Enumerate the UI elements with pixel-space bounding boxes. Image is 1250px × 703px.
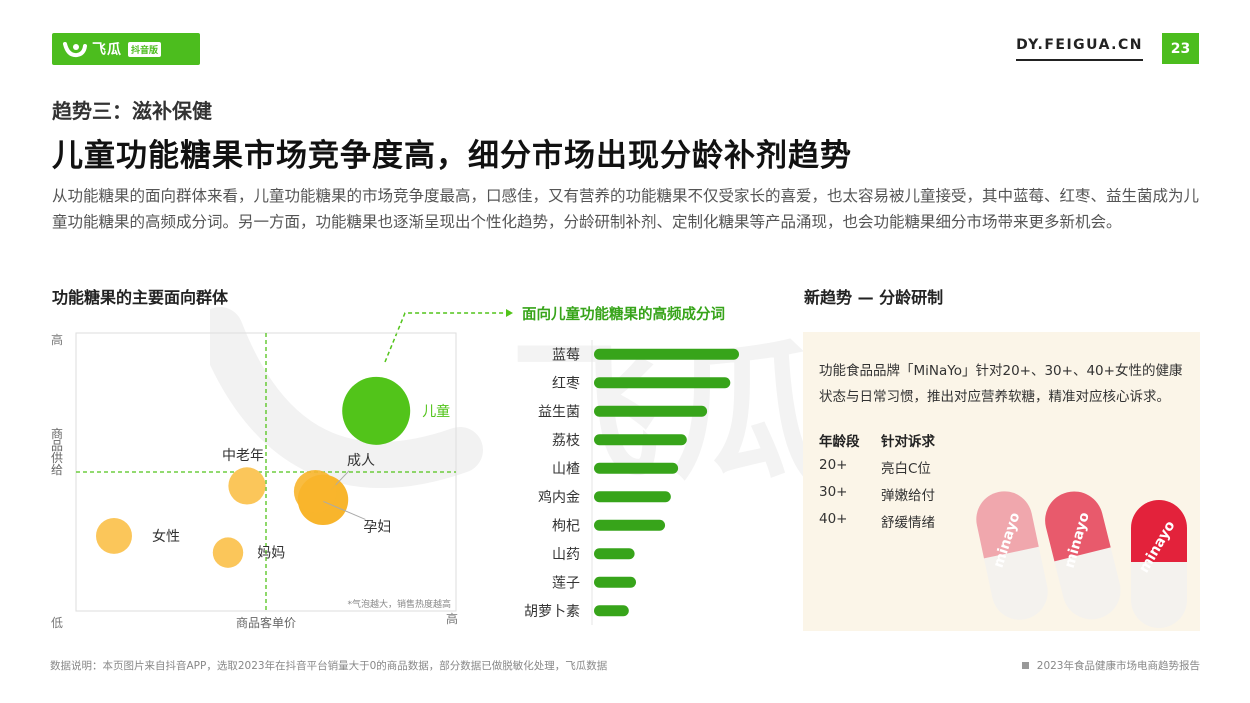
bar-category-label: 莲子 (552, 575, 580, 591)
bubble-label: 中老年 (222, 448, 264, 464)
age-row: 40+ 舒缓情绪 (819, 511, 935, 531)
feigua-logo[interactable]: 飞瓜 抖音版 (52, 33, 200, 65)
bubble-中老年 (228, 467, 266, 505)
bubble-孕妇 (293, 469, 337, 513)
age-table-header: 年龄段 针对诉求 (819, 430, 935, 450)
capsule-40: minayo (1131, 500, 1187, 628)
bar-category-label: 荔枝 (552, 433, 580, 449)
bubble-label: 孕妇 (363, 518, 391, 535)
bubble-chart-title: 功能糖果的主要面向群体 (52, 288, 229, 307)
bar-益生菌 (594, 405, 708, 417)
age-value: 30+ (819, 484, 848, 500)
bubble-label: 女性 (152, 528, 180, 545)
bar-category-label: 红枣 (552, 376, 580, 392)
need-value: 亮白C位 (881, 461, 931, 477)
age-col-header: 年龄段 (819, 434, 860, 450)
bar-胡萝卜素 (594, 605, 629, 617)
bubble-妈妈 (212, 537, 244, 568)
panel-intro: 功能食品品牌「MiNaYo」针对20+、30+、40+女性的健康状态与日常习惯，… (819, 363, 1183, 405)
bar-蓝莓 (594, 348, 739, 360)
source-note: 数据说明：本页图片来自抖音APP，选取2023年在抖音平台销量大于0的商品数据，… (50, 660, 608, 672)
bubble-女性 (96, 517, 132, 554)
bubble-label: 成人 (347, 453, 375, 469)
bar-荔枝 (594, 434, 687, 446)
need-col-header: 针对诉求 (881, 434, 935, 450)
bar-枸杞 (594, 519, 666, 531)
report-name: 2023年食品健康市场电商趋势报告 (1021, 658, 1200, 673)
need-value: 舒缓情绪 (881, 515, 935, 531)
bar-category-label: 蓝莓 (552, 347, 580, 363)
bullet-square-icon (1021, 662, 1029, 669)
callout-arrow: 面向儿童功能糖果的高频成分词 (384, 305, 725, 363)
bar-红枣 (594, 377, 731, 389)
capsule-30: minayo (1045, 491, 1121, 620)
x-low-label: 低 (51, 616, 63, 630)
brand-tag: 抖音版 (128, 41, 162, 57)
page-title: 儿童功能糖果市场竞争度高，细分市场出现分龄补剂趋势 (52, 138, 852, 174)
page-description: 从功能糖果的面向群体来看，儿童功能糖果的市场竞争度最高，口感佳，又有营养的功能糖… (52, 187, 1200, 231)
callout-label: 面向儿童功能糖果的高频成分词 (522, 305, 725, 323)
bubble-label: 妈妈 (257, 546, 285, 562)
brand-name: 飞瓜 (92, 42, 122, 58)
logo-mark-icon (63, 42, 87, 58)
bar-category-label: 山楂 (552, 461, 580, 477)
bar-鸡内金 (594, 491, 671, 503)
bubble-size-note: *气泡越大，销售热度越高 (347, 598, 451, 610)
bubble-儿童 (342, 376, 411, 445)
age-row: 20+ 亮白C位 (819, 457, 931, 477)
bar-山楂 (594, 462, 679, 474)
age-value: 40+ (819, 511, 848, 527)
page-number: 23 (1162, 33, 1199, 64)
site-url[interactable]: DY.FEIGUA.CN (1016, 37, 1143, 61)
bubble-label: 儿童 (422, 403, 450, 420)
bar-莲子 (594, 576, 637, 588)
capsule-20: minayo (976, 491, 1048, 620)
age-value: 20+ (819, 457, 848, 473)
report-title: 2023年食品健康市场电商趋势报告 (1036, 660, 1200, 672)
bar-category-label: 山药 (552, 547, 580, 563)
section-subtitle: 趋势三：滋补保健 (52, 99, 212, 123)
bar-category-label: 益生菌 (538, 404, 580, 420)
age-row: 30+ 弹嫩给付 (819, 484, 935, 504)
trend-section-title: 新趋势 — 分龄研制 (804, 288, 944, 307)
trend-panel: 功能食品品牌「MiNaYo」针对20+、30+、40+女性的健康状态与日常习惯，… (803, 332, 1200, 631)
x-high-label: 高 (446, 611, 458, 626)
bar-category-label: 胡萝卜素 (524, 604, 580, 620)
bar-category-label: 枸杞 (552, 518, 580, 534)
need-value: 弹嫩给付 (881, 488, 935, 504)
bar-山药 (594, 548, 635, 560)
product-image: minayo minayo minayo (976, 491, 1187, 628)
y-axis-label: 商品供给 (51, 426, 63, 477)
x-axis-label: 商品客单价 (236, 615, 296, 630)
y-high-label: 高 (51, 332, 63, 347)
leader-line (323, 501, 366, 520)
bar-category-label: 鸡内金 (538, 489, 580, 506)
